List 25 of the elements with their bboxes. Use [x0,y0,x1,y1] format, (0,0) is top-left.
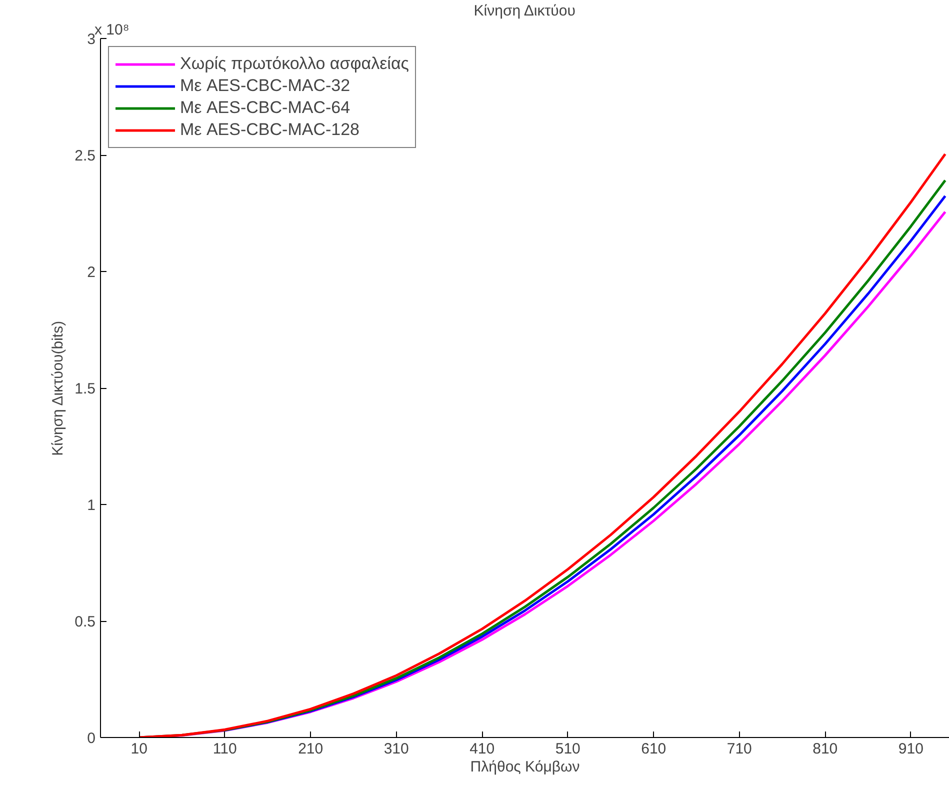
legend-label: Με AES-CBC-MAC-128 [180,119,360,141]
legend-label: Με AES-CBC-MAC-32 [180,75,350,97]
chart-title: Κίνηση Δικτύου [474,2,576,20]
x-tick-label: 610 [641,740,666,758]
y-tick-label: 0 [87,730,96,747]
y-axis-title: Κίνηση Δικτύου(bits) [50,320,67,456]
legend-label: Με AES-CBC-MAC-64 [180,97,350,119]
x-tick-label: 910 [898,740,924,758]
x-tick-label: 310 [384,740,409,758]
y-tick-label: 2.5 [74,148,96,164]
x-tick-label: 810 [812,740,838,758]
y-tick-label: 1.5 [74,380,96,398]
legend-label: Χωρίς πρωτόκολλο ασφαλείας [180,53,409,75]
y-tick-label: 3 [87,31,96,48]
y-tick-label: 1 [87,497,96,514]
x-tick-label: 710 [726,740,752,758]
y-tick-label: 2 [87,264,96,281]
x-tick-label: 510 [555,740,580,758]
x-tick-label: 10 [130,740,148,758]
x-axis-title: Πλήθος Κόμβων [470,758,580,776]
x-tick-label: 410 [470,740,495,758]
text: x 10⁸ [94,22,130,38]
x-tick-label: 210 [298,740,324,758]
y-tick-label: 0.5 [74,614,96,630]
x-tick-label: 110 [212,740,237,758]
